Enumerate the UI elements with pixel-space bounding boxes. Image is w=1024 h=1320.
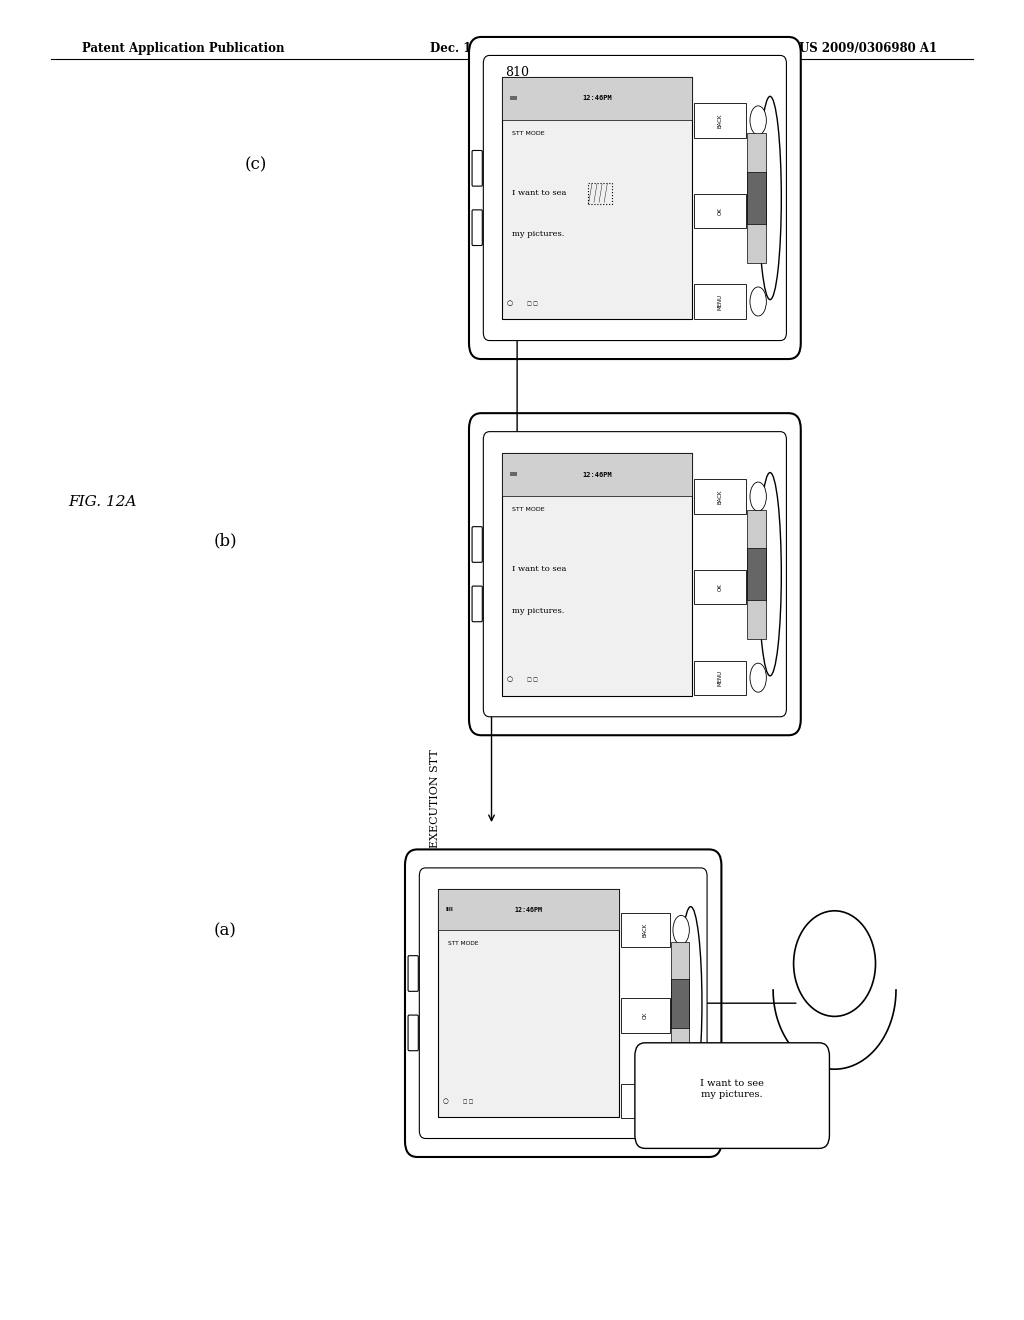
FancyBboxPatch shape <box>409 956 419 991</box>
Text: my pictures.: my pictures. <box>512 231 564 239</box>
FancyBboxPatch shape <box>469 413 801 735</box>
Text: I want to sea: I want to sea <box>512 565 566 573</box>
Text: STT MODE: STT MODE <box>512 507 545 512</box>
Text: I want to sea: I want to sea <box>512 189 566 197</box>
Ellipse shape <box>750 197 766 226</box>
FancyBboxPatch shape <box>438 890 618 931</box>
Text: BACK: BACK <box>643 923 648 937</box>
Text: lIII: lIII <box>446 907 454 912</box>
FancyBboxPatch shape <box>748 510 766 639</box>
FancyBboxPatch shape <box>748 133 766 263</box>
FancyBboxPatch shape <box>621 913 670 948</box>
Text: my pictures.: my pictures. <box>512 607 564 615</box>
Text: ○: ○ <box>443 1098 449 1104</box>
Circle shape <box>794 911 876 1016</box>
FancyBboxPatch shape <box>748 172 766 224</box>
Text: I want to see
my pictures.: I want to see my pictures. <box>700 1080 764 1098</box>
FancyBboxPatch shape <box>472 150 482 186</box>
FancyBboxPatch shape <box>472 210 482 246</box>
FancyBboxPatch shape <box>483 432 786 717</box>
Text: lIII: lIII <box>510 96 518 100</box>
Ellipse shape <box>680 907 702 1100</box>
Text: MENU: MENU <box>718 669 723 686</box>
FancyBboxPatch shape <box>694 570 746 605</box>
Text: STT MODE: STT MODE <box>512 131 545 136</box>
FancyBboxPatch shape <box>406 850 722 1156</box>
Text: Patent Application Publication: Patent Application Publication <box>82 42 285 55</box>
Ellipse shape <box>750 286 766 315</box>
FancyBboxPatch shape <box>748 548 766 601</box>
FancyBboxPatch shape <box>472 527 482 562</box>
FancyBboxPatch shape <box>502 77 692 120</box>
Text: (b): (b) <box>213 533 238 549</box>
Text: STT MODE: STT MODE <box>449 941 478 945</box>
Ellipse shape <box>673 1086 689 1115</box>
Text: 810: 810 <box>505 66 529 79</box>
Text: □ □: □ □ <box>527 301 538 306</box>
FancyBboxPatch shape <box>502 453 692 696</box>
Text: 12:46PM: 12:46PM <box>582 95 612 102</box>
FancyBboxPatch shape <box>671 942 689 1064</box>
Text: MENU: MENU <box>643 1093 648 1109</box>
Text: EXECUTION STT: EXECUTION STT <box>430 750 440 847</box>
FancyBboxPatch shape <box>694 284 746 318</box>
FancyBboxPatch shape <box>502 77 692 319</box>
Text: MENU: MENU <box>718 293 723 310</box>
Ellipse shape <box>750 482 766 511</box>
FancyBboxPatch shape <box>694 194 746 228</box>
Ellipse shape <box>750 573 766 602</box>
Ellipse shape <box>750 663 766 692</box>
Text: (a): (a) <box>214 923 237 939</box>
FancyBboxPatch shape <box>694 660 746 694</box>
FancyBboxPatch shape <box>438 890 618 1117</box>
Text: Dec. 10, 2009  Sheet 15 of 24: Dec. 10, 2009 Sheet 15 of 24 <box>430 42 625 55</box>
Text: BACK: BACK <box>718 114 723 128</box>
FancyBboxPatch shape <box>694 103 746 137</box>
FancyBboxPatch shape <box>635 1043 829 1148</box>
Ellipse shape <box>673 1001 689 1030</box>
Text: ○: ○ <box>507 676 513 682</box>
Text: (c): (c) <box>245 157 267 173</box>
Text: 12:46PM: 12:46PM <box>582 471 612 478</box>
Text: □ □: □ □ <box>527 677 538 682</box>
Ellipse shape <box>759 473 781 676</box>
Ellipse shape <box>673 916 689 945</box>
FancyBboxPatch shape <box>671 979 689 1027</box>
Text: □ □: □ □ <box>464 1100 474 1104</box>
FancyBboxPatch shape <box>621 1084 670 1118</box>
Text: OK: OK <box>718 207 723 215</box>
FancyBboxPatch shape <box>483 55 786 341</box>
FancyBboxPatch shape <box>621 998 670 1032</box>
Text: 12:46PM: 12:46PM <box>514 907 543 912</box>
Text: OK: OK <box>643 1011 648 1019</box>
Text: lIII: lIII <box>510 473 518 477</box>
FancyBboxPatch shape <box>694 479 746 513</box>
Text: BACK: BACK <box>718 490 723 504</box>
FancyBboxPatch shape <box>469 37 801 359</box>
FancyBboxPatch shape <box>420 869 708 1138</box>
Text: FIG. 12A: FIG. 12A <box>69 495 136 508</box>
Text: OK: OK <box>718 583 723 591</box>
Ellipse shape <box>750 106 766 135</box>
Ellipse shape <box>759 96 781 300</box>
Text: ○: ○ <box>507 300 513 306</box>
FancyBboxPatch shape <box>409 1015 419 1051</box>
Text: US 2009/0306980 A1: US 2009/0306980 A1 <box>799 42 937 55</box>
FancyBboxPatch shape <box>502 453 692 496</box>
FancyBboxPatch shape <box>472 586 482 622</box>
